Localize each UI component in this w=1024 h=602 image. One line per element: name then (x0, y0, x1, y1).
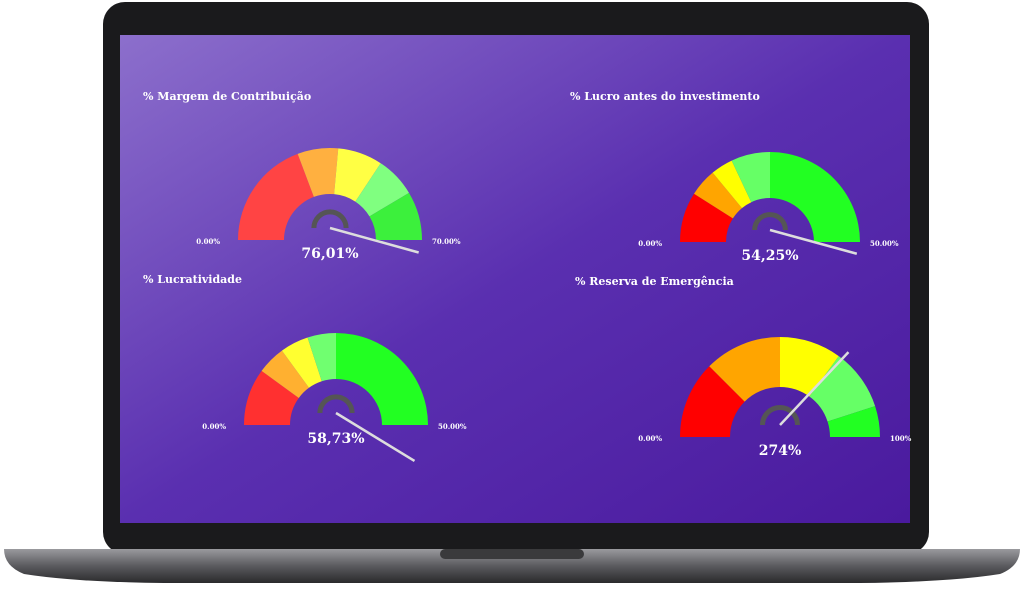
gauge-range-label: 50.00% (438, 422, 467, 431)
gauge-band (712, 160, 752, 209)
screen (120, 35, 910, 523)
gauge-band (244, 370, 299, 425)
gauge-value: 274% (759, 443, 802, 459)
gauge-title: % Lucro antes do investimento (570, 90, 760, 103)
gauge-band (694, 172, 742, 219)
gauge-band (809, 356, 876, 422)
gauge-band (307, 333, 336, 382)
gauge-hub (317, 394, 355, 414)
gauge-needle (779, 351, 850, 426)
gauge-band (369, 192, 422, 240)
gauge-range-label: 0.00% (196, 237, 220, 246)
gauge-title: % Reserva de Emergência (575, 275, 734, 288)
dashboard: % Margem de Contribuição 76,01% 0.00% 70.00… (143, 90, 912, 463)
gauge-band (238, 153, 314, 240)
gauge-band (297, 148, 339, 197)
gauge-band (827, 406, 880, 437)
gauge-band (355, 163, 409, 217)
gauge-hub (752, 212, 788, 231)
gauge-band (680, 193, 733, 242)
gauge-band (281, 337, 322, 388)
gauge-range-label: 70.00% (432, 237, 461, 246)
gauge-band (334, 148, 381, 202)
gauge-range-label: 0.00% (638, 239, 662, 248)
gauge-band (780, 337, 839, 397)
gauge-needle (329, 226, 420, 254)
gauge-band (770, 152, 860, 242)
gauge-needle (769, 228, 858, 255)
gauge-title: % Lucratividade (143, 273, 242, 286)
gauge-hub (760, 405, 800, 426)
gauge-value: 58,73% (307, 431, 364, 447)
gauge-value: 76,01% (301, 246, 358, 262)
notch (440, 549, 584, 559)
gauge-band (709, 337, 780, 402)
gauge-range-label: 50.00% (870, 239, 899, 248)
gauge-needle (335, 411, 416, 463)
gauge-range-label: 0.00% (202, 422, 226, 431)
gauge-value: 54,25% (741, 248, 798, 264)
gauge-range-label: 100% (890, 434, 912, 443)
gauge-title: % Margem de Contribuição (143, 90, 311, 103)
gauge-band (261, 350, 309, 398)
laptop-base (4, 549, 1020, 583)
gauge-band (731, 152, 770, 203)
gauge-band (336, 333, 428, 425)
gauge-band (680, 366, 745, 437)
gauge-range-label: 0.00% (638, 434, 662, 443)
gauge-hub (311, 209, 349, 229)
